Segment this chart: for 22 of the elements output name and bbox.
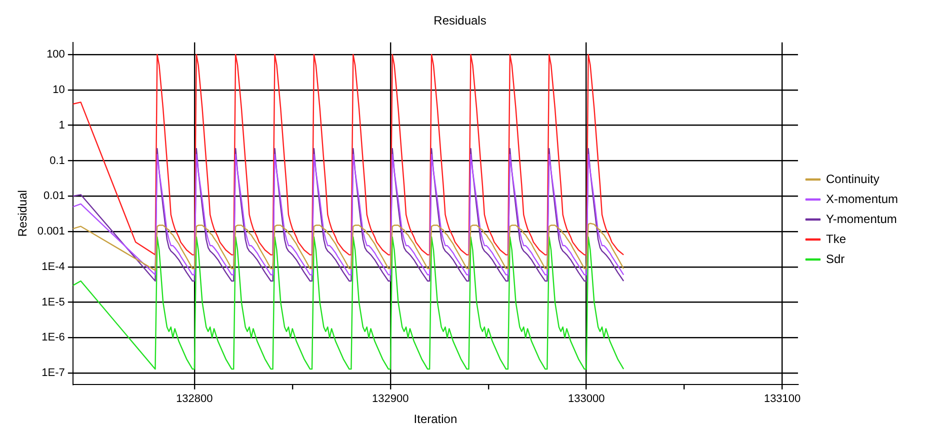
y-tick-label: 1E-5 bbox=[42, 296, 65, 308]
y-tick-label: 0.001 bbox=[37, 226, 65, 238]
y-tick-label: 0.1 bbox=[50, 154, 65, 167]
x-axis-title: Iteration bbox=[414, 412, 458, 426]
legend-label: Y-momentum bbox=[826, 212, 897, 226]
y-tick-label: 1E-4 bbox=[42, 260, 65, 273]
y-tick-label: 1 bbox=[58, 119, 65, 132]
y-tick-label: 1E-6 bbox=[42, 332, 65, 344]
legend-label: Continuity bbox=[826, 172, 880, 186]
y-tick-label: 1E-7 bbox=[42, 367, 65, 380]
legend-label: Tke bbox=[826, 232, 846, 246]
x-tick-label: 133100 bbox=[764, 393, 801, 406]
y-tick-label: 10 bbox=[52, 84, 65, 96]
legend-label: X-momentum bbox=[826, 192, 898, 206]
y-tick-label: 100 bbox=[46, 48, 65, 61]
x-tick-label: 132800 bbox=[176, 393, 213, 406]
legend-label: Sdr bbox=[826, 252, 845, 266]
x-tick-label: 133000 bbox=[568, 393, 605, 406]
y-tick-label: 0.01 bbox=[44, 190, 65, 202]
y-axis-title: Residual bbox=[16, 190, 30, 237]
chart-title: Residuals bbox=[434, 14, 486, 28]
x-tick-label: 132900 bbox=[372, 393, 409, 406]
